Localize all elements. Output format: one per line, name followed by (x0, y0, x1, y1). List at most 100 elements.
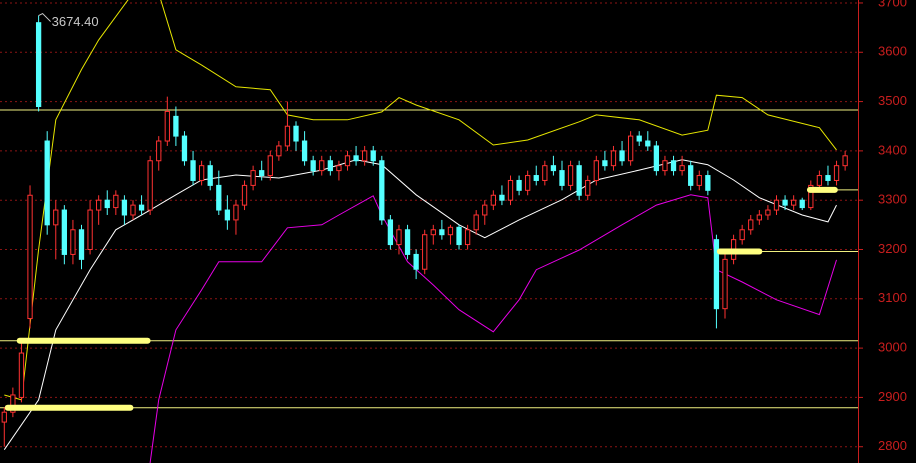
candle-body (610, 150, 617, 167)
y-tick-label: 3400 (878, 142, 907, 157)
y-tick-label: 3500 (878, 93, 907, 108)
candle-body (362, 150, 368, 162)
candle-body (722, 258, 728, 310)
band-line (3, 159, 837, 450)
y-tick-label: 3700 (878, 0, 907, 9)
candle-body (662, 160, 668, 172)
candle-body (696, 175, 702, 186)
candle-body (542, 165, 548, 181)
candle-body (499, 194, 505, 201)
candle-body (456, 226, 462, 246)
candle-body (773, 199, 780, 211)
candle-body (78, 229, 85, 260)
candle-body (336, 165, 342, 172)
y-tick-label: 2800 (878, 438, 907, 453)
candle-body (791, 199, 797, 206)
candle-body (293, 125, 299, 142)
candle-body (782, 199, 788, 206)
candle-body (267, 155, 273, 177)
candle-body (670, 160, 677, 172)
candle-body (490, 194, 496, 206)
candle-body (422, 234, 428, 270)
candle-body (799, 199, 805, 209)
candle-body (404, 229, 411, 255)
grid (0, 2, 858, 448)
candle-body (198, 165, 205, 181)
candle-body (842, 155, 848, 167)
annotation-label: 3674.40 (52, 14, 99, 29)
candle-body (216, 184, 222, 211)
candle-body (224, 209, 231, 221)
candle-body (482, 204, 488, 216)
candle-body (53, 209, 59, 226)
candle-body (705, 175, 711, 191)
candle-body (61, 209, 67, 255)
candle-body (688, 165, 694, 186)
candle-body (808, 184, 814, 209)
candle-body (370, 150, 376, 162)
candle-body (44, 140, 50, 226)
band-line (4, 0, 837, 401)
candle-body (679, 165, 685, 172)
y-tick-label: 3200 (878, 241, 907, 256)
candle-body (413, 253, 419, 270)
candle-body (447, 226, 454, 236)
candle-body (87, 209, 93, 250)
candle-body (18, 352, 25, 398)
candle-body (147, 160, 153, 211)
candle-body (602, 160, 608, 167)
candle-body (816, 175, 823, 186)
candle-body (276, 145, 282, 157)
plot-area: 3674.40 (0, 0, 858, 463)
candle-body (121, 199, 128, 216)
candle-body (301, 140, 308, 162)
candle-body (1, 411, 7, 423)
candle-body (653, 145, 660, 172)
candle-body (327, 160, 333, 172)
candle-body (559, 170, 565, 186)
candle-body (96, 199, 102, 211)
y-tick-label: 3000 (878, 340, 907, 355)
candle-body (439, 229, 445, 236)
candle-body (756, 214, 762, 221)
candle-body (464, 229, 471, 246)
candle-body (516, 179, 522, 191)
candle-body (645, 140, 651, 147)
y-axis: 2800 2900 3000 3100 3200 3300 3400 3500 3600 3700 (858, 0, 907, 463)
candle-body (241, 184, 248, 206)
annotation-pointer (38, 12, 51, 22)
candle-body (619, 150, 625, 162)
y-tick-label: 3100 (878, 290, 907, 305)
candle-body (533, 175, 539, 181)
candle-body (593, 160, 599, 181)
candle-body (310, 160, 316, 172)
candle-body (259, 170, 265, 177)
candle-body (396, 229, 402, 246)
candle-body (550, 165, 557, 172)
y-tick-label: 3600 (878, 44, 907, 59)
candle-body (104, 199, 110, 209)
candle-body (113, 194, 119, 209)
candle-body (207, 165, 213, 186)
candle-body (387, 219, 394, 246)
band-line (149, 194, 837, 463)
y-tick-label: 2900 (878, 389, 907, 404)
candle-body (585, 179, 591, 196)
candle-body (319, 160, 325, 172)
candle-body (70, 229, 76, 255)
candle-body (507, 179, 514, 201)
candle-body (233, 204, 239, 221)
candle-body (473, 214, 479, 231)
candle-body (748, 219, 754, 231)
candle-body (164, 110, 170, 142)
candle-body (27, 194, 33, 320)
candle-body (353, 155, 359, 162)
candle-body (833, 165, 840, 181)
candle-body (156, 140, 162, 162)
candle-body (10, 394, 16, 413)
candle-body (138, 204, 145, 211)
candle-body (576, 165, 582, 196)
candle-body (525, 175, 531, 191)
candle-body (627, 135, 634, 162)
